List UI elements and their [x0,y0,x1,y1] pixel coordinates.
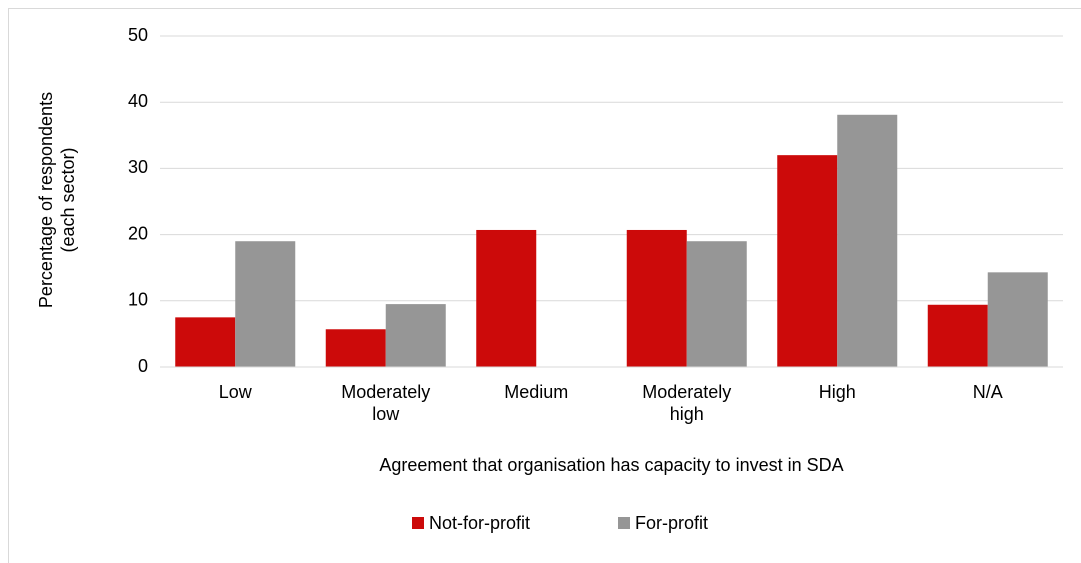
bar [927,304,988,367]
bar [385,304,446,367]
x-tick-label: Moderately low [341,382,431,424]
bar [626,229,687,367]
y-tick-label: 50 [128,25,148,45]
x-axis-label: Agreement that organisation has capacity… [379,455,844,475]
bar [476,229,537,367]
y-tick-label: 0 [138,356,148,376]
bar [987,272,1048,367]
x-tick-label: High [818,382,856,402]
x-tick-label: Low [218,382,252,402]
x-tick-label: Medium [504,382,569,402]
legend-label: For-profit [635,513,708,533]
bar [777,155,838,367]
chart-frame [8,8,1081,563]
legend-label: Not-for-profit [429,513,530,533]
bar [235,241,296,367]
y-tick-label: 10 [128,290,148,310]
y-tick-label: 20 [128,223,148,243]
y-tick-label: 40 [128,91,148,111]
bar [325,329,386,367]
legend-swatch [618,517,630,529]
x-tick-label: Moderately high [642,382,732,424]
bar [686,241,747,367]
y-axis-label: Percentage of respondents (each sector) [36,91,78,309]
y-tick-label: 30 [128,157,148,177]
bar [175,317,236,367]
legend-swatch [412,517,424,529]
x-tick-label: N/A [972,382,1003,402]
bar [837,114,898,367]
